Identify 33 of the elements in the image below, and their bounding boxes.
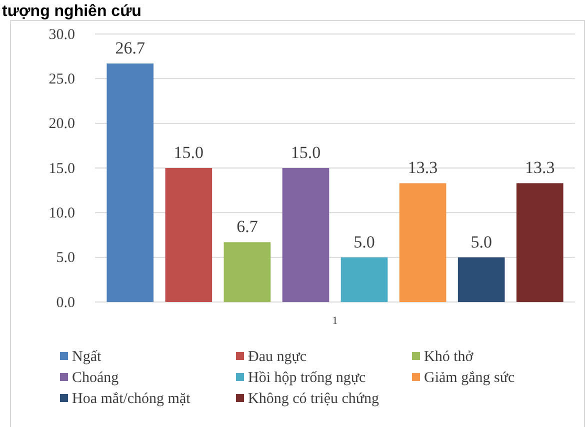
legend-label: Đau ngực bbox=[248, 349, 307, 365]
bar bbox=[106, 63, 154, 302]
bar bbox=[340, 257, 388, 302]
bar bbox=[224, 242, 271, 302]
legend-label: Giảm gắng sức bbox=[424, 370, 515, 386]
data-label: 15.0 bbox=[174, 143, 204, 162]
bar bbox=[282, 168, 330, 302]
y-tick-label: 25.0 bbox=[48, 71, 75, 88]
data-label: 5.0 bbox=[470, 232, 492, 252]
legend-label: Khó thở bbox=[424, 349, 474, 365]
y-tick-label: 5.0 bbox=[56, 250, 75, 266]
legend-label: Hoa mắt/chóng mặt bbox=[72, 391, 192, 407]
bar bbox=[165, 168, 212, 302]
data-label: 15.0 bbox=[290, 143, 321, 162]
bar bbox=[458, 257, 505, 302]
y-tick-label: 10.0 bbox=[48, 205, 75, 222]
y-tick-label: 30.0 bbox=[48, 26, 75, 43]
x-tick-label: 1 bbox=[332, 314, 338, 327]
bar bbox=[516, 183, 564, 302]
y-tick-label: 20.0 bbox=[48, 116, 75, 132]
data-label: 26.7 bbox=[115, 38, 146, 58]
legend-label: Choáng bbox=[72, 370, 120, 386]
data-label: 13.3 bbox=[408, 158, 438, 178]
legend-label: Ngất bbox=[72, 349, 102, 365]
legend-label: Không có triệu chứng bbox=[248, 391, 380, 407]
data-label: 6.7 bbox=[236, 217, 258, 236]
chart-title: tượng nghiên cứu bbox=[2, 3, 142, 20]
legend-label: Hồi hộp trống ngực bbox=[248, 370, 366, 386]
data-label: 5.0 bbox=[354, 232, 375, 252]
y-tick-label: 0.0 bbox=[56, 294, 75, 311]
bar bbox=[399, 183, 446, 302]
y-tick-label: 15.0 bbox=[48, 160, 75, 177]
data-label: 13.3 bbox=[525, 158, 555, 178]
